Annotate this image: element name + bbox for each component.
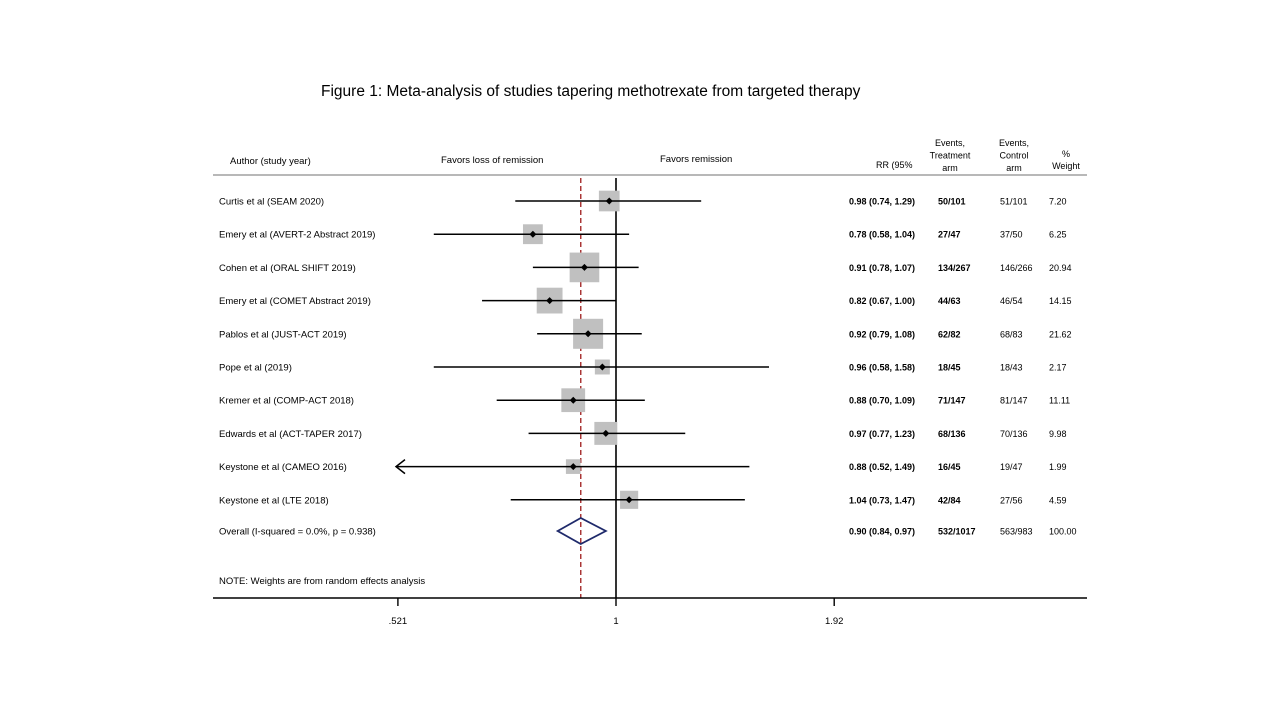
treatment-column-header: Events, [935, 138, 965, 148]
study-weight: 11.11 [1049, 396, 1070, 406]
study-point-estimate [529, 230, 537, 238]
weight-column-header: % [1062, 149, 1070, 159]
study-weight: 1.99 [1049, 462, 1067, 472]
study-weight: 9.98 [1049, 429, 1067, 439]
study-treatment-events: 71/147 [938, 396, 966, 406]
overall-rr-ci: 0.90 (0.84, 0.97) [849, 527, 915, 537]
study-control-events: 146/266 [1000, 263, 1033, 273]
study-weight: 4.59 [1049, 495, 1067, 505]
study-control-events: 51/101 [1000, 197, 1028, 207]
study-rr-ci: 1.04 (0.73, 1.47) [849, 495, 915, 505]
study-weight: 7.20 [1049, 197, 1067, 207]
study-point-estimate [584, 330, 592, 338]
treatment-column-header: arm [942, 163, 958, 173]
study-treatment-events: 50/101 [938, 197, 966, 207]
study-point-estimate [569, 396, 577, 404]
overall-diamond [555, 516, 608, 546]
study-rr-ci: 0.78 (0.58, 1.04) [849, 230, 915, 240]
study-treatment-events: 62/82 [938, 329, 961, 339]
chart-title: Figure 1: Meta-analysis of studies taper… [321, 83, 861, 100]
treatment-column-header: Treatment [930, 151, 971, 161]
study-label: Keystone et al (LTE 2018) [219, 495, 329, 506]
study-control-events: 68/83 [1000, 329, 1023, 339]
study-label: Kremer et al (COMP-ACT 2018) [219, 396, 354, 407]
study-point-estimate [602, 429, 610, 437]
favors-right-label: Favors remission [660, 154, 732, 165]
study-control-events: 18/43 [1000, 363, 1023, 373]
study-control-events: 37/50 [1000, 230, 1023, 240]
rr-column-header: RR (95% [876, 160, 913, 170]
study-rr-ci: 0.82 (0.67, 1.00) [849, 296, 915, 306]
x-axis-tick-label: 1 [613, 616, 618, 627]
overall-control-events: 563/983 [1000, 527, 1033, 537]
study-weight: 20.94 [1049, 263, 1072, 273]
study-weight: 14.15 [1049, 296, 1072, 306]
study-control-events: 81/147 [1000, 396, 1028, 406]
study-rr-ci: 0.91 (0.78, 1.07) [849, 263, 915, 273]
study-weight: 6.25 [1049, 230, 1067, 240]
study-point-estimate [569, 463, 577, 471]
study-treatment-events: 134/267 [938, 263, 971, 273]
control-column-header: Events, [999, 138, 1029, 148]
study-point-estimate [605, 197, 613, 205]
study-rr-ci: 0.98 (0.74, 1.29) [849, 197, 915, 207]
study-label: Curtis et al (SEAM 2020) [219, 197, 324, 208]
study-treatment-events: 44/63 [938, 296, 961, 306]
x-axis-tick-label: .521 [389, 616, 408, 627]
study-label: Keystone et al (CAMEO 2016) [219, 462, 347, 473]
study-control-events: 19/47 [1000, 462, 1023, 472]
study-treatment-events: 18/45 [938, 363, 961, 373]
study-label: Cohen et al (ORAL SHIFT 2019) [219, 263, 356, 274]
study-control-events: 70/136 [1000, 429, 1028, 439]
study-weight: 2.17 [1049, 363, 1067, 373]
study-label: Pope et al (2019) [219, 363, 292, 374]
weights-note: NOTE: Weights are from random effects an… [219, 576, 425, 587]
study-point-estimate [546, 297, 554, 305]
study-treatment-events: 42/84 [938, 495, 961, 505]
study-rr-ci: 0.88 (0.52, 1.49) [849, 462, 915, 472]
study-point-estimate [625, 496, 633, 504]
x-axis-tick-label: 1.92 [825, 616, 844, 627]
study-treatment-events: 68/136 [938, 429, 966, 439]
study-point-estimate [580, 263, 588, 271]
study-control-events: 46/54 [1000, 296, 1023, 306]
author-column-header: Author (study year) [230, 156, 311, 167]
control-column-header: arm [1006, 163, 1022, 173]
study-label: Pablos et al (JUST-ACT 2019) [219, 329, 347, 340]
overall-label: Overall (I-squared = 0.0%, p = 0.938) [219, 527, 376, 538]
favors-left-label: Favors loss of remission [441, 155, 543, 166]
study-label: Edwards et al (ACT-TAPER 2017) [219, 429, 362, 440]
study-rr-ci: 0.92 (0.79, 1.08) [849, 329, 915, 339]
study-treatment-events: 27/47 [938, 230, 961, 240]
study-treatment-events: 16/45 [938, 462, 961, 472]
study-weight: 21.62 [1049, 329, 1072, 339]
overall-weight: 100.00 [1049, 527, 1077, 537]
study-rr-ci: 0.88 (0.70, 1.09) [849, 396, 915, 406]
weight-column-header: Weight [1052, 161, 1080, 171]
study-rr-ci: 0.96 (0.58, 1.58) [849, 363, 915, 373]
study-point-estimate [598, 363, 606, 371]
ci-arrow [394, 459, 406, 475]
overall-treatment-events: 532/1017 [938, 527, 976, 537]
study-rr-ci: 0.97 (0.77, 1.23) [849, 429, 915, 439]
study-label: Emery et al (AVERT-2 Abstract 2019) [219, 230, 375, 241]
study-label: Emery et al (COMET Abstract 2019) [219, 296, 371, 307]
study-control-events: 27/56 [1000, 495, 1023, 505]
control-column-header: Control [999, 151, 1028, 161]
